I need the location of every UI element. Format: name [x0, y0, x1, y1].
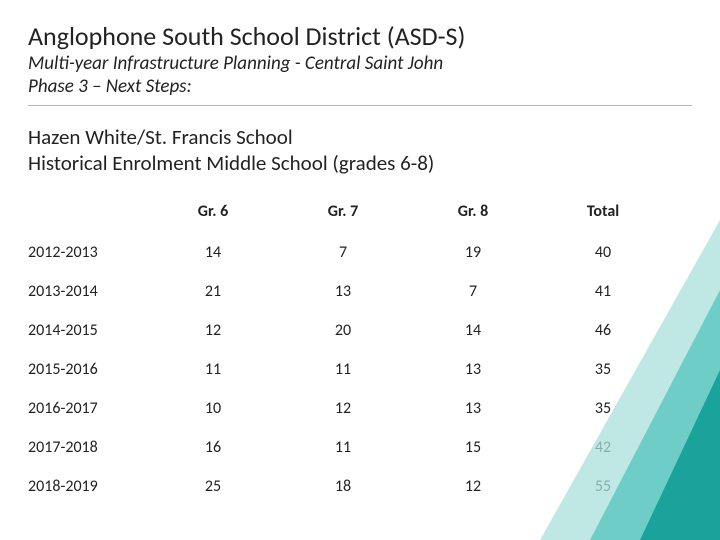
cell-gr8: 13: [408, 389, 538, 428]
cell-total: 41: [538, 272, 668, 311]
cell-total: 42: [538, 428, 668, 467]
cell-year: 2014-2015: [28, 311, 148, 350]
slide: Anglophone South School District (ASD-S)…: [0, 0, 720, 540]
cell-gr8: 13: [408, 350, 538, 389]
cell-total: 35: [538, 389, 668, 428]
cell-gr6: 21: [148, 272, 278, 311]
table-row: 2017-2018 16 11 15 42: [28, 428, 668, 467]
cell-gr7: 11: [278, 428, 408, 467]
cell-year: 2015-2016: [28, 350, 148, 389]
page-title: Anglophone South School District (ASD-S): [28, 20, 692, 52]
table-row: 2015-2016 11 11 13 35: [28, 350, 668, 389]
cell-gr7: 20: [278, 311, 408, 350]
cell-year: 2017-2018: [28, 428, 148, 467]
cell-total: 55: [538, 467, 668, 506]
cell-gr8: 14: [408, 311, 538, 350]
subtitle-line-1: Multi-year Infrastructure Planning - Cen…: [28, 53, 692, 76]
section-heading-line-1: Hazen White/St. Francis School: [28, 124, 692, 150]
cell-year: 2013-2014: [28, 272, 148, 311]
section-heading-line-2: Historical Enrolment Middle School (grad…: [28, 150, 692, 176]
cell-gr8: 12: [408, 467, 538, 506]
cell-gr6: 14: [148, 233, 278, 272]
cell-year: 2016-2017: [28, 389, 148, 428]
table-row: 2018-2019 25 18 12 55: [28, 467, 668, 506]
cell-total: 46: [538, 311, 668, 350]
col-header-total: Total: [538, 196, 668, 233]
table-row: 2013-2014 21 13 7 41: [28, 272, 668, 311]
cell-total: 40: [538, 233, 668, 272]
col-header-year: [28, 196, 148, 233]
cell-gr6: 16: [148, 428, 278, 467]
cell-total: 35: [538, 350, 668, 389]
col-header-gr8: Gr. 8: [408, 196, 538, 233]
cell-gr7: 11: [278, 350, 408, 389]
table-row: 2014-2015 12 20 14 46: [28, 311, 668, 350]
cell-gr6: 25: [148, 467, 278, 506]
col-header-gr7: Gr. 7: [278, 196, 408, 233]
cell-gr7: 13: [278, 272, 408, 311]
cell-gr6: 12: [148, 311, 278, 350]
cell-gr8: 15: [408, 428, 538, 467]
cell-year: 2012-2013: [28, 233, 148, 272]
cell-gr6: 10: [148, 389, 278, 428]
table-row: 2012-2013 14 7 19 40: [28, 233, 668, 272]
enrolment-table: Gr. 6 Gr. 7 Gr. 8 Total 2012-2013 14 7 1…: [28, 196, 668, 506]
table-row: 2016-2017 10 12 13 35: [28, 389, 668, 428]
cell-year: 2018-2019: [28, 467, 148, 506]
subtitle-line-2: Phase 3 – Next Steps:: [28, 76, 692, 99]
col-header-gr6: Gr. 6: [148, 196, 278, 233]
cell-gr8: 19: [408, 233, 538, 272]
cell-gr8: 7: [408, 272, 538, 311]
table-header-row: Gr. 6 Gr. 7 Gr. 8 Total: [28, 196, 668, 233]
title-divider: [28, 105, 692, 106]
cell-gr7: 12: [278, 389, 408, 428]
cell-gr7: 18: [278, 467, 408, 506]
cell-gr7: 7: [278, 233, 408, 272]
cell-gr6: 11: [148, 350, 278, 389]
